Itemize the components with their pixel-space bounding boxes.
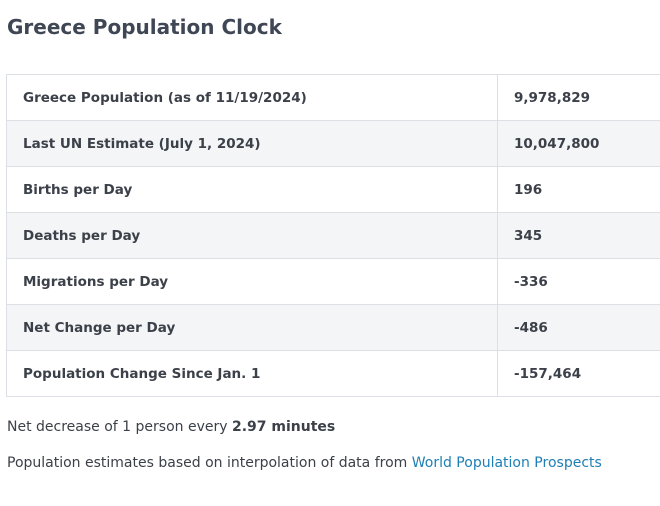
table-row: Births per Day 196: [6, 166, 660, 213]
page-title: Greece Population Clock: [7, 15, 282, 39]
stat-value: 10,047,800: [497, 120, 660, 167]
stat-label: Greece Population (as of 11/19/2024): [6, 74, 498, 121]
table-row: Last UN Estimate (July 1, 2024) 10,047,8…: [6, 120, 660, 167]
source-note-prefix: Population estimates based on interpolat…: [7, 455, 412, 471]
stat-value: 196: [497, 166, 660, 213]
table-row: Population Change Since Jan. 1 -157,464: [6, 350, 660, 397]
table-row: Net Change per Day -486: [6, 304, 660, 351]
stat-label: Net Change per Day: [6, 304, 498, 351]
stat-value: -157,464: [497, 350, 660, 397]
table-row: Greece Population (as of 11/19/2024) 9,9…: [6, 74, 660, 121]
table-row: Deaths per Day 345: [6, 212, 660, 259]
stat-label: Migrations per Day: [6, 258, 498, 305]
stat-label: Population Change Since Jan. 1: [6, 350, 498, 397]
stat-value: 9,978,829: [497, 74, 660, 121]
rate-note-value: 2.97 minutes: [231, 419, 336, 435]
world-population-prospects-link[interactable]: World Population Prospects: [411, 455, 602, 471]
rate-note-prefix: Net decrease of 1 person every: [7, 419, 232, 435]
population-stats-table: Greece Population (as of 11/19/2024) 9,9…: [6, 74, 660, 397]
stat-value: 345: [497, 212, 660, 259]
stat-value: -486: [497, 304, 660, 351]
stat-label: Deaths per Day: [6, 212, 498, 259]
table-row: Migrations per Day -336: [6, 258, 660, 305]
stat-label: Births per Day: [6, 166, 498, 213]
rate-note: Net decrease of 1 person every 2.97 minu…: [7, 417, 335, 437]
source-note: Population estimates based on interpolat…: [7, 453, 602, 473]
stat-value: -336: [497, 258, 660, 305]
stat-label: Last UN Estimate (July 1, 2024): [6, 120, 498, 167]
